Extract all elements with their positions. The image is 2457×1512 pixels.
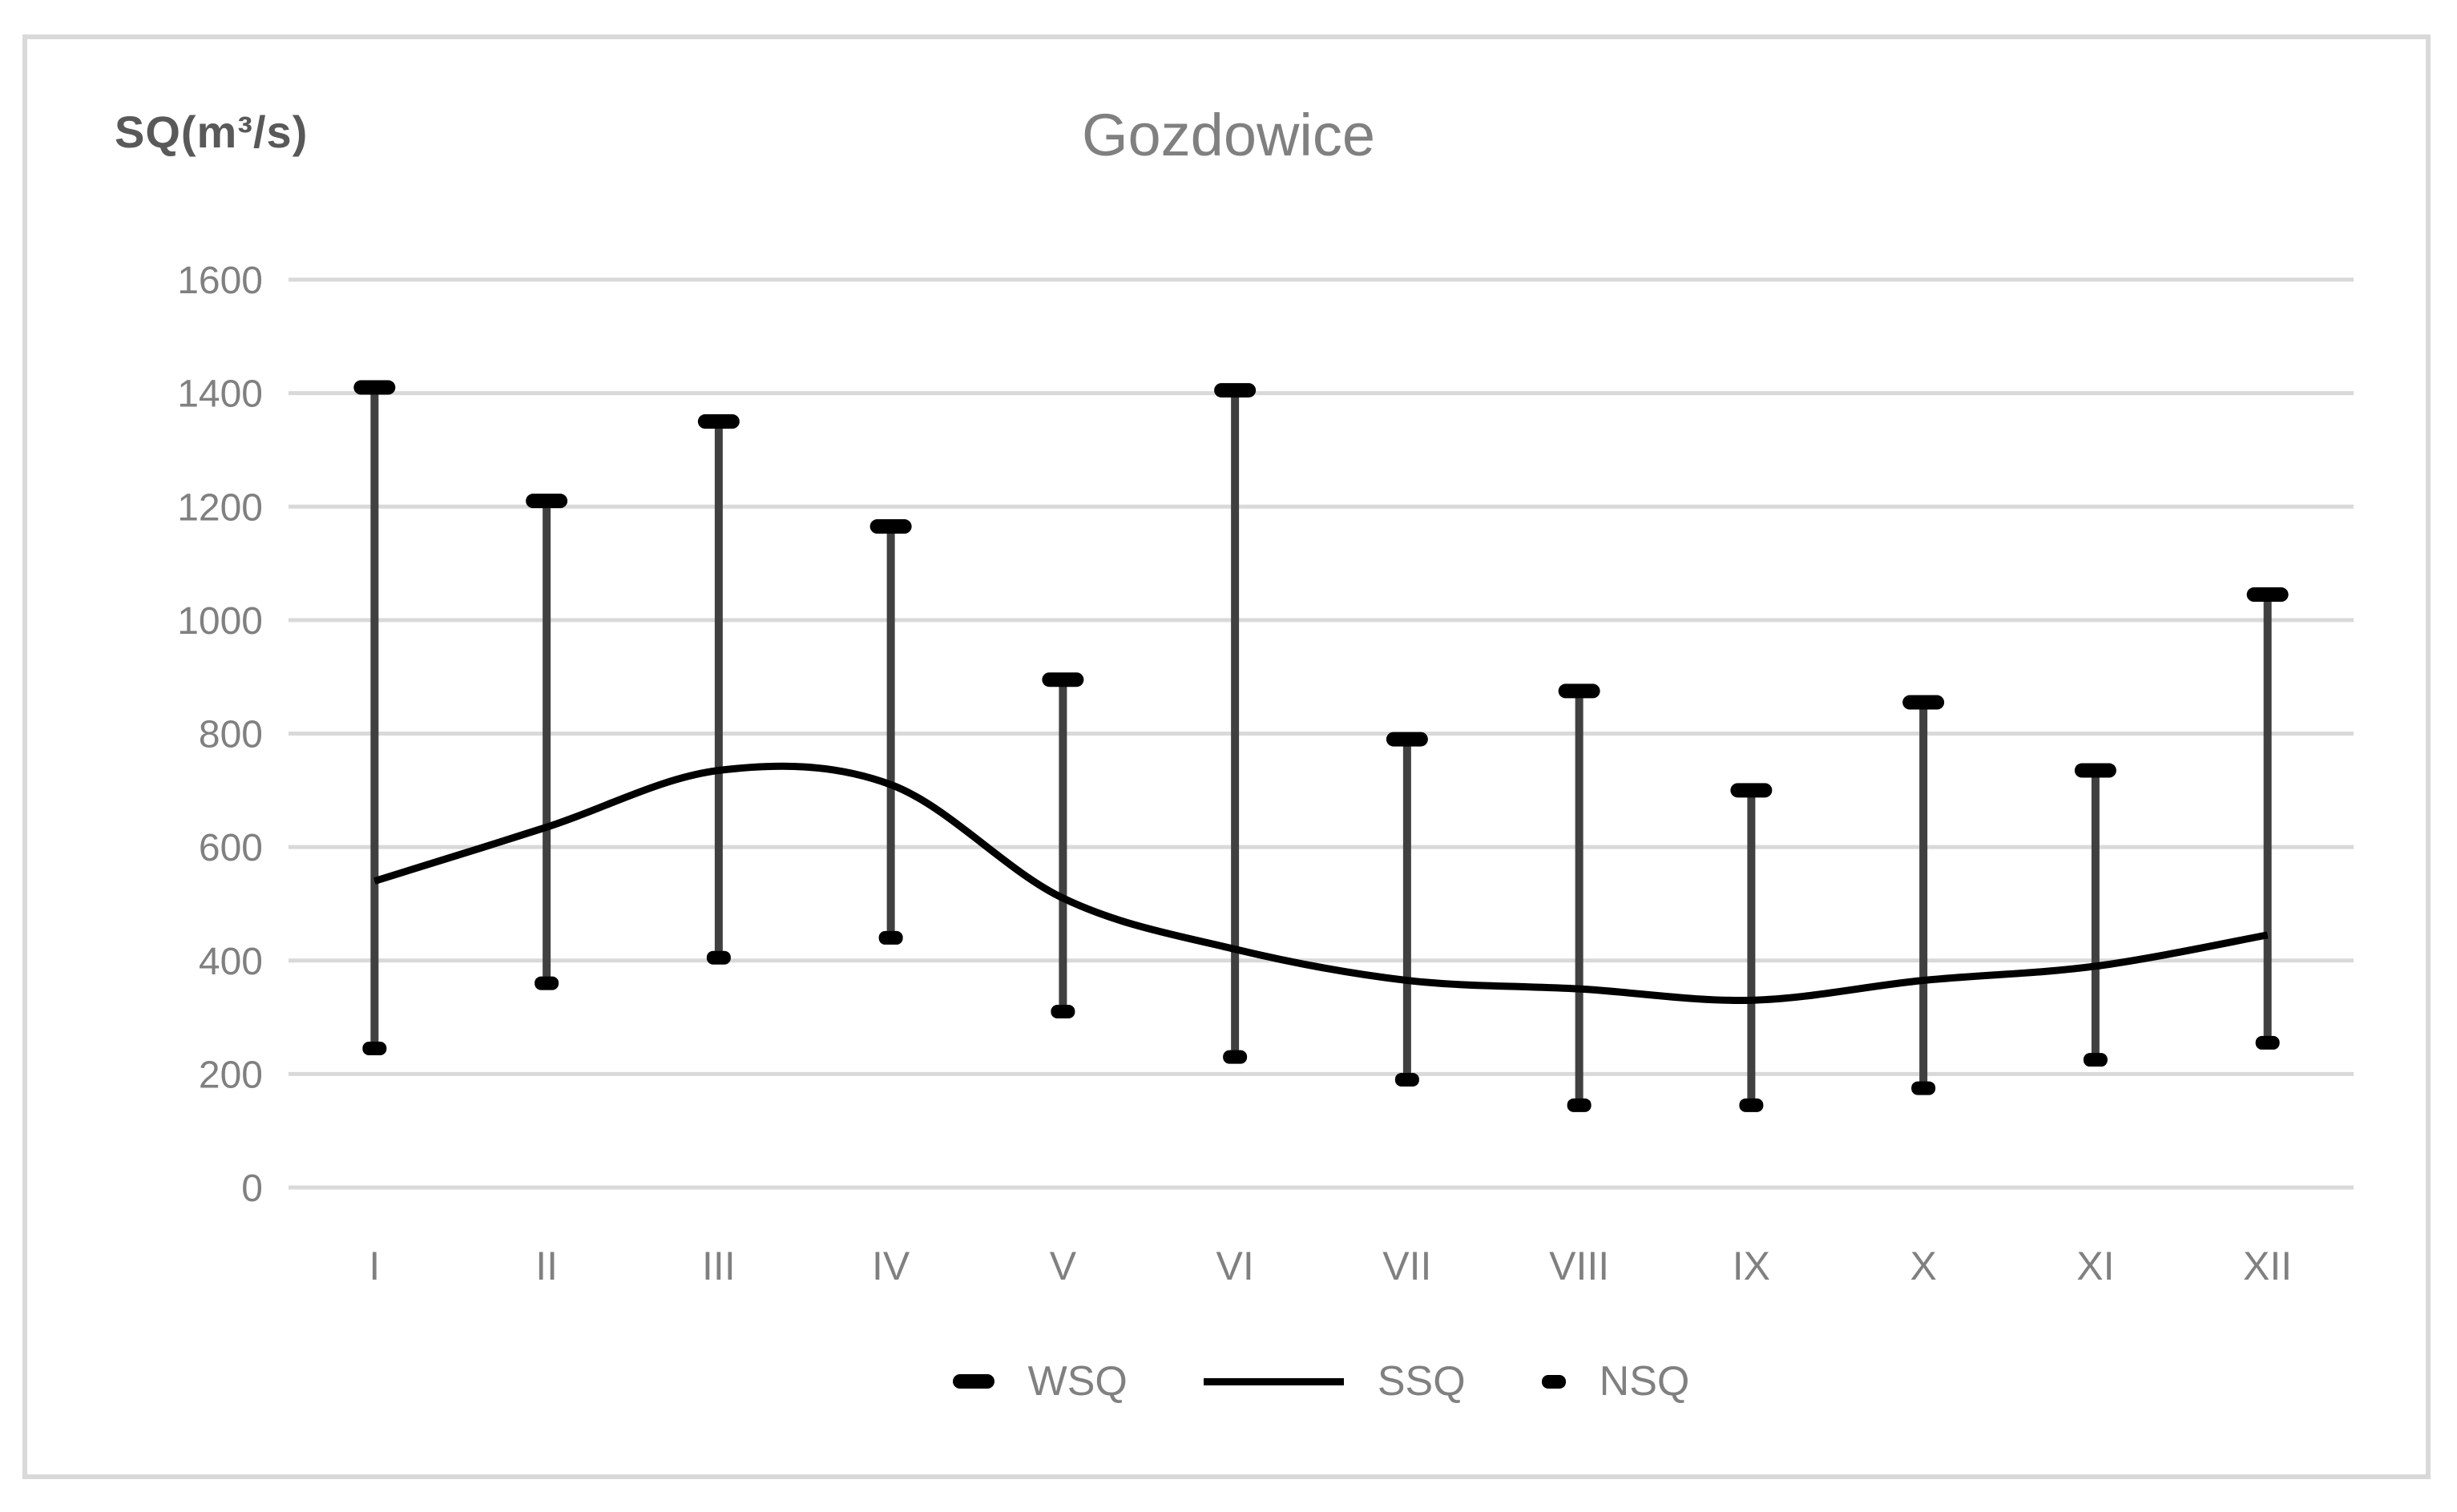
- y-tick-label: 1600: [177, 260, 263, 302]
- ssq-line: [373, 762, 2269, 1004]
- wsq-marker: [1042, 672, 1084, 687]
- legend: WSQ SSQ NSQ: [288, 1349, 2354, 1413]
- legend-label-wsq: WSQ: [1027, 1358, 1128, 1405]
- y-tick-label: 1400: [177, 373, 263, 416]
- wsq-marker: [697, 414, 740, 429]
- nsq-marker: [1911, 1081, 1936, 1095]
- x-tick-label: VIII: [1549, 1244, 1609, 1288]
- y-axis-label: SQ(m³/s): [115, 107, 309, 157]
- legend-item-ssq: SSQ: [1203, 1357, 1466, 1405]
- y-tick-label: 0: [241, 1167, 263, 1210]
- y-tick-label: 200: [199, 1054, 263, 1096]
- wsq-marker: [2246, 587, 2289, 603]
- nsq-marker: [2255, 1035, 2280, 1050]
- nsq-marker: [535, 976, 559, 990]
- y-tick-label: 1000: [177, 600, 263, 643]
- nsq-marker: [1051, 1004, 1075, 1018]
- y-tick-label: 1200: [177, 486, 263, 529]
- legend-item-nsq: NSQ: [1541, 1357, 1690, 1405]
- nsq-marker: [362, 1042, 387, 1056]
- nsq-marker: [706, 950, 731, 965]
- nsq-marker: [1567, 1098, 1592, 1112]
- chart-outer-border: [22, 34, 2431, 1479]
- nsq-marker: [878, 930, 903, 945]
- x-tick-label: IX: [1733, 1244, 1770, 1288]
- chart-title: Gozdowice: [1081, 102, 1376, 168]
- wsq-marker: [526, 494, 568, 509]
- nsq-marker: [1394, 1072, 1419, 1087]
- legend-item-wsq: WSQ: [952, 1357, 1128, 1405]
- nsq-marker: [1223, 1050, 1248, 1064]
- x-tick-label: II: [535, 1244, 558, 1288]
- y-tick-label: 600: [199, 827, 263, 869]
- wsq-marker: [1902, 695, 1945, 710]
- wsq-dash-marker-icon: [952, 1374, 994, 1389]
- x-tick-label: XII: [2243, 1244, 2292, 1288]
- x-tick-label: VI: [1216, 1244, 1254, 1288]
- nsq-marker: [1739, 1098, 1764, 1112]
- wsq-marker: [353, 380, 396, 395]
- wsq-marker: [2074, 763, 2116, 778]
- legend-label-nsq: NSQ: [1599, 1358, 1690, 1405]
- wsq-marker: [1214, 383, 1257, 398]
- y-tick-label: 800: [199, 714, 263, 756]
- wsq-marker: [869, 519, 912, 534]
- legend-label-ssq: SSQ: [1377, 1358, 1466, 1405]
- nsq-dash-marker-icon: [1541, 1374, 1566, 1389]
- wsq-marker: [1730, 783, 1773, 798]
- ssq-line-icon: [1203, 1377, 1344, 1385]
- x-tick-label: I: [369, 1244, 380, 1288]
- wsq-marker: [1558, 683, 1600, 699]
- nsq-marker: [2083, 1053, 2108, 1067]
- x-tick-label: XI: [2076, 1244, 2114, 1288]
- x-tick-label: V: [1050, 1244, 1077, 1288]
- x-tick-label: X: [1910, 1244, 1936, 1288]
- x-tick-label: IV: [872, 1244, 910, 1288]
- x-tick-label: III: [702, 1244, 736, 1288]
- wsq-marker: [1386, 732, 1428, 747]
- y-tick-label: 400: [199, 941, 263, 983]
- x-tick-label: VII: [1382, 1244, 1431, 1288]
